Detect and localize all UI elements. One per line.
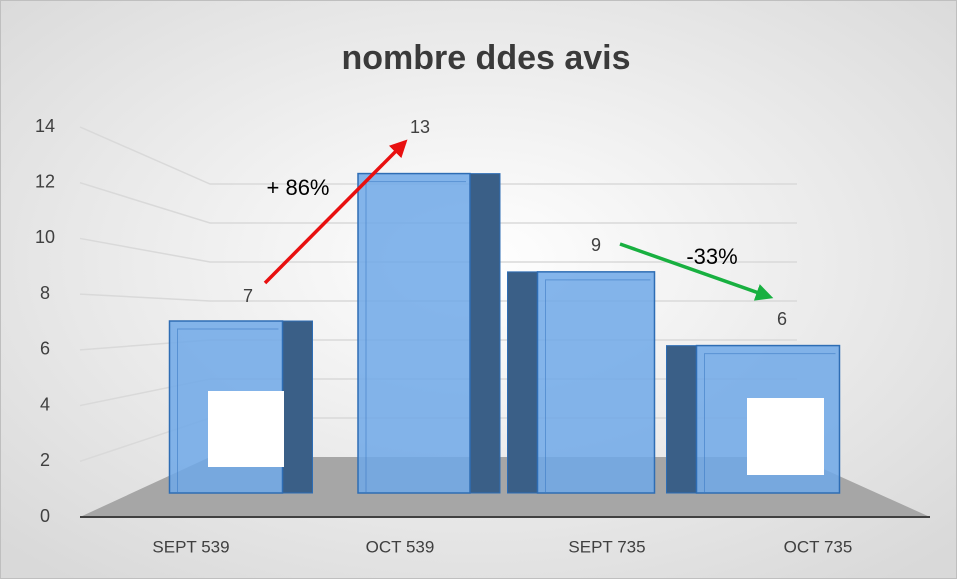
- x-tick-label: OCT 539: [366, 537, 435, 556]
- y-tick-label: 14: [35, 116, 55, 136]
- data-label: 7: [243, 286, 253, 306]
- grid-line: [79, 237, 797, 263]
- x-tick-label: SEPT 735: [568, 537, 645, 556]
- y-tick-label: 10: [35, 227, 55, 247]
- data-label: 13: [410, 117, 430, 137]
- y-tick-label: 2: [40, 450, 50, 470]
- y-tick-label: 8: [40, 283, 50, 303]
- bar: [507, 271, 656, 494]
- data-label: 9: [591, 235, 601, 255]
- image: [747, 398, 824, 475]
- y-tick-label: 4: [40, 394, 50, 414]
- annotation: + 86%: [267, 175, 330, 200]
- y-tick-label: 6: [40, 339, 50, 359]
- arrow: [619, 242, 774, 301]
- chart-title: nombre ddes avis: [341, 39, 630, 77]
- image: [208, 391, 284, 467]
- x-tick-label: OCT 735: [784, 537, 853, 556]
- y-tick-label: 0: [40, 506, 50, 526]
- bar: [357, 172, 501, 494]
- grid-line: [79, 181, 797, 224]
- x-tick-label: SEPT 539: [152, 537, 229, 556]
- data-label: 6: [777, 309, 787, 329]
- y-tick-label: 12: [35, 171, 55, 191]
- grid-line: [79, 126, 797, 185]
- annotation: -33%: [686, 244, 737, 269]
- arrow: [263, 139, 408, 285]
